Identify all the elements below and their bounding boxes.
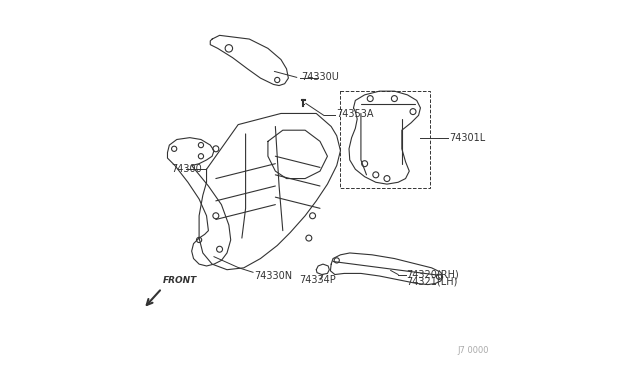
Text: 74353A: 74353A [336, 109, 374, 119]
Text: 74330U: 74330U [301, 72, 339, 82]
Text: 74301L: 74301L [449, 133, 486, 142]
Text: 74321(LH): 74321(LH) [406, 277, 458, 287]
Text: 74320(RH): 74320(RH) [406, 270, 460, 279]
Text: 74300: 74300 [172, 164, 202, 174]
Text: 74330N: 74330N [254, 271, 292, 281]
Text: J7 0000: J7 0000 [458, 346, 489, 355]
Text: FRONT: FRONT [163, 276, 197, 285]
Text: 74334P: 74334P [300, 275, 336, 285]
